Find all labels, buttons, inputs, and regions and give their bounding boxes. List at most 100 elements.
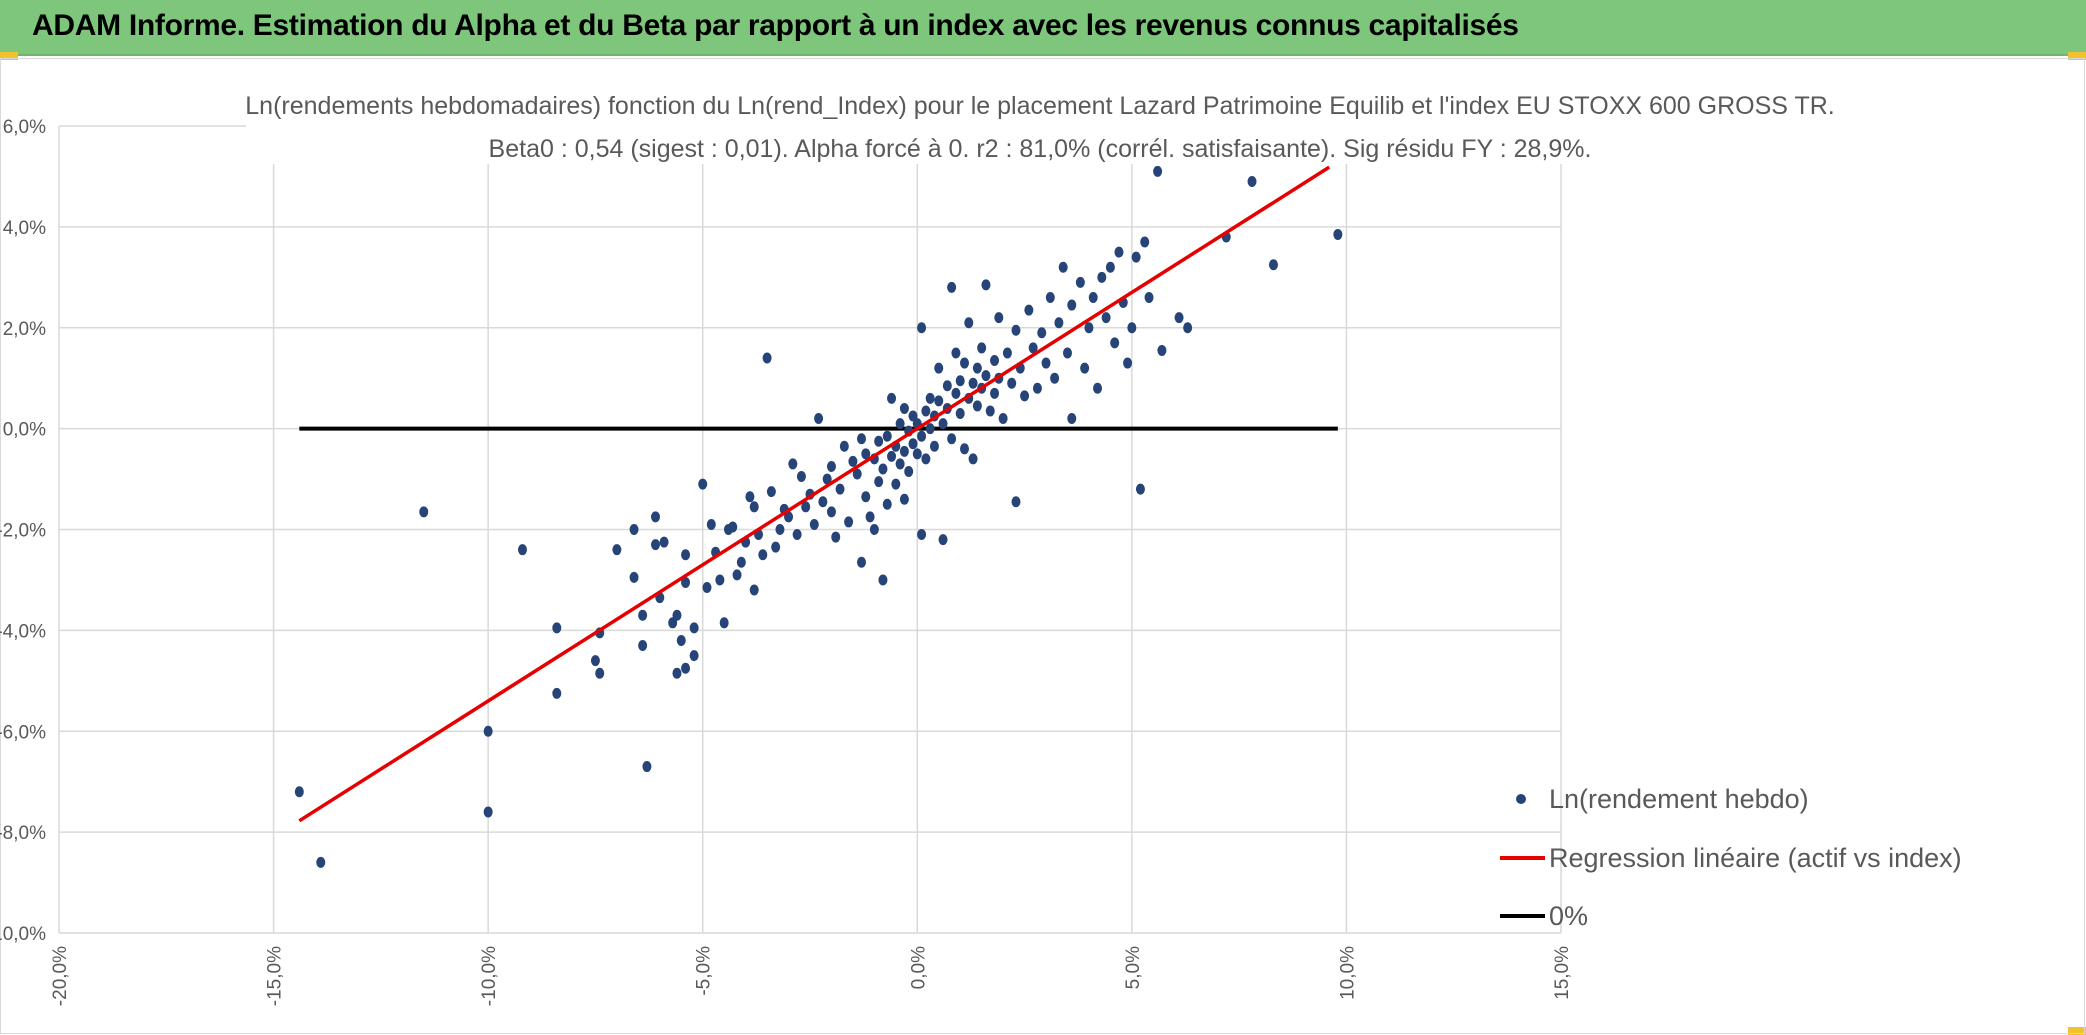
data-point: [959, 357, 969, 369]
data-point: [1028, 342, 1038, 354]
data-point: [917, 529, 927, 541]
data-point: [1127, 322, 1137, 334]
data-point: [1011, 324, 1021, 336]
data-point: [1058, 261, 1068, 273]
data-point: [899, 445, 909, 457]
data-point: [749, 501, 759, 513]
data-point: [638, 609, 648, 621]
data-point: [612, 544, 622, 556]
y-axis-tick-labels: -10,0% -8,0% -6,0% -4,0% -2,0% 0,0% 2,0% 4,0% 6,…: [0, 117, 46, 945]
data-point: [1123, 357, 1133, 369]
data-point: [745, 491, 755, 503]
data-point: [775, 524, 785, 535]
data-point: [1268, 259, 1278, 271]
chart-title-line-1: Ln(rendements hebdomadaires) fonction du…: [245, 92, 1834, 120]
data-point: [1054, 317, 1064, 329]
data-point: [955, 407, 965, 419]
data-point: [1050, 372, 1060, 384]
data-point: [590, 655, 600, 667]
data-point: [968, 453, 978, 465]
data-point: [856, 556, 866, 568]
data-point: [861, 491, 871, 503]
corner-marker-top-left: [0, 52, 18, 60]
data-point: [629, 571, 639, 583]
data-point: [736, 556, 746, 568]
data-point: [629, 524, 639, 535]
data-point: [835, 483, 845, 495]
data-point: [1131, 251, 1141, 263]
data-point: [887, 392, 897, 404]
data-point: [1011, 496, 1021, 508]
data-point: [552, 622, 562, 634]
x-tick-label: 15,0%: [1552, 946, 1573, 1000]
data-point: [1037, 327, 1047, 339]
data-point: [801, 501, 811, 513]
data-point: [1153, 165, 1163, 177]
data-point: [917, 322, 927, 334]
y-tick-label: -4,0%: [0, 621, 46, 642]
data-point: [977, 342, 987, 354]
data-point: [895, 418, 905, 430]
data-point: [1105, 261, 1115, 273]
x-tick-label: 5,0%: [1123, 946, 1144, 989]
data-point: [1080, 362, 1090, 374]
data-point: [874, 476, 884, 488]
data-point: [908, 438, 918, 450]
chart-title-line-2: Beta0 : 0,54 (sigest : 0,01). Alpha forc…: [489, 135, 1592, 163]
data-point: [1075, 276, 1085, 288]
y-tick-label: 2,0%: [3, 319, 46, 340]
data-point: [934, 395, 944, 407]
data-point: [934, 362, 944, 374]
y-tick-label: -8,0%: [0, 823, 46, 844]
data-point: [968, 377, 978, 389]
data-point: [947, 433, 957, 445]
data-point: [762, 352, 772, 364]
data-point: [642, 761, 652, 773]
data-point: [1157, 344, 1167, 356]
data-point: [955, 375, 965, 387]
y-tick-label: 0,0%: [3, 420, 46, 441]
x-axis-tick-labels: -20,0% -15,0% -10,0% -5,0% 0,0% 5,0% 10,0% 15,0…: [50, 946, 1573, 1006]
data-point: [517, 544, 527, 556]
data-point: [951, 347, 961, 359]
data-point: [483, 806, 493, 818]
data-point: [659, 536, 669, 548]
data-point: [1007, 377, 1017, 389]
regression-line-path: [298, 165, 1331, 823]
data-point: [1093, 382, 1103, 394]
data-point: [771, 541, 781, 553]
data-point: [891, 478, 901, 490]
data-point: [1144, 291, 1154, 303]
data-point: [1002, 347, 1012, 359]
data-point: [826, 506, 836, 518]
data-point: [972, 400, 982, 412]
corner-marker-bottom-right: [2068, 1027, 2086, 1035]
data-point: [638, 640, 648, 652]
data-point: [689, 650, 699, 662]
data-point: [1067, 413, 1077, 425]
data-point: [921, 453, 931, 465]
data-point: [1020, 390, 1030, 402]
data-point: [904, 465, 914, 477]
y-tick-label: -2,0%: [0, 521, 46, 542]
data-point: [672, 609, 682, 621]
data-point: [651, 539, 661, 551]
data-point: [1140, 236, 1150, 248]
data-point: [715, 574, 725, 586]
data-point: [998, 413, 1008, 425]
data-point: [947, 281, 957, 293]
data-point: [681, 662, 691, 674]
data-point: [1114, 246, 1124, 258]
data-point: [676, 634, 686, 646]
data-point: [1135, 483, 1145, 495]
gridlines: [58, 125, 1562, 934]
data-point: [994, 312, 1004, 324]
data-point: [672, 667, 682, 679]
data-point: [758, 549, 768, 561]
data-point: [728, 521, 738, 533]
data-point: [899, 493, 909, 505]
data-point: [826, 460, 836, 472]
data-point: [1101, 312, 1111, 324]
report-title: ADAM Informe. Estimation du Alpha et du …: [32, 9, 1519, 42]
x-tick-label: 0,0%: [908, 946, 929, 989]
